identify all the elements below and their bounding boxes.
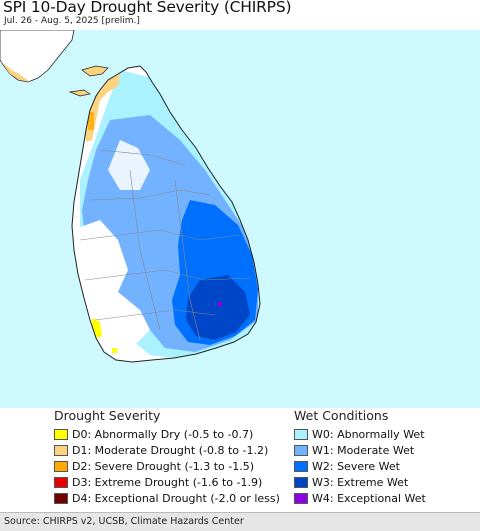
drought-legend-item: D1: Moderate Drought (-0.8 to -1.2) <box>54 442 280 458</box>
wet-legend-item: W3: Extreme Wet <box>294 474 426 490</box>
island-border <box>71 65 261 363</box>
wet-legend-item: W0: Abnormally Wet <box>294 426 426 442</box>
map-panel <box>0 30 480 408</box>
drought-swatch <box>54 492 68 504</box>
legend-panel: Drought Severity D0: Abnormally Dry (-0.… <box>0 408 480 512</box>
wet-legend-item: W4: Exceptional Wet <box>294 490 426 506</box>
drought-legend-heading: Drought Severity <box>54 408 161 423</box>
normal-north-area <box>108 140 150 190</box>
wet-legend-item: W1: Moderate Wet <box>294 442 426 458</box>
w4-area <box>218 302 222 306</box>
wet-legend-label: W0: Abnormally Wet <box>312 427 425 441</box>
d2-patch <box>88 112 94 130</box>
wet-legend-label: W2: Severe Wet <box>312 459 400 473</box>
sri-lanka-map <box>0 30 261 363</box>
drought-legend: Drought Severity D0: Abnormally Dry (-0.… <box>54 408 280 506</box>
drought-swatch <box>54 460 68 472</box>
wet-legend-label: W3: Extreme Wet <box>312 475 409 489</box>
w3-area <box>186 275 250 340</box>
drought-legend-label: D1: Moderate Drought (-0.8 to -1.2) <box>72 443 269 457</box>
india-coast-shape <box>0 30 75 83</box>
drought-swatch <box>54 428 68 440</box>
wet-swatch <box>294 444 308 456</box>
drought-legend-label: D4: Exceptional Drought (-2.0 or less) <box>72 491 280 505</box>
drought-swatch <box>54 444 68 456</box>
wet-legend-label: W4: Exceptional Wet <box>312 491 426 505</box>
drought-legend-item: D2: Severe Drought (-1.3 to -1.5) <box>54 458 280 474</box>
wet-swatch <box>294 460 308 472</box>
wet-legend: Wet Conditions W0: Abnormally Wet W1: Mod… <box>294 408 426 506</box>
wet-legend-item: W2: Severe Wet <box>294 458 426 474</box>
jaffna-islet <box>81 65 109 77</box>
map-title: SPI 10-Day Drought Severity (CHIRPS) <box>3 0 292 16</box>
district-lines <box>79 149 251 341</box>
drought-legend-item: D4: Exceptional Drought (-2.0 or less) <box>54 490 280 506</box>
drought-legend-item: D3: Extreme Drought (-1.6 to -1.9) <box>54 474 280 490</box>
footer: Source: CHIRPS v2, UCSB, Climate Hazards… <box>0 512 480 531</box>
map-subtitle: Jul. 26 - Aug. 5, 2025 [prelim.] <box>4 16 140 26</box>
title-block: SPI 10-Day Drought Severity (CHIRPS) Jul… <box>0 0 480 30</box>
wet-swatch <box>294 476 308 488</box>
condition-overlay <box>72 70 260 360</box>
drought-legend-label: D0: Abnormally Dry (-0.5 to -0.7) <box>72 427 254 441</box>
drought-legend-label: D3: Extreme Drought (-1.6 to -1.9) <box>72 475 263 489</box>
wet-legend-label: W1: Moderate Wet <box>312 443 415 457</box>
wet-legend-heading: Wet Conditions <box>294 408 389 423</box>
wet-swatch <box>294 492 308 504</box>
drought-legend-item: D0: Abnormally Dry (-0.5 to -0.7) <box>54 426 280 442</box>
mannar-islet <box>68 89 91 97</box>
india-drought-patch <box>0 60 30 82</box>
drought-swatch <box>54 476 68 488</box>
normal-west-area <box>72 220 150 352</box>
d0-south-patch <box>112 348 117 353</box>
source-text: Source: CHIRPS v2, UCSB, Climate Hazards… <box>4 516 244 527</box>
wet-swatch <box>294 428 308 440</box>
drought-legend-label: D2: Severe Drought (-1.3 to -1.5) <box>72 459 255 473</box>
